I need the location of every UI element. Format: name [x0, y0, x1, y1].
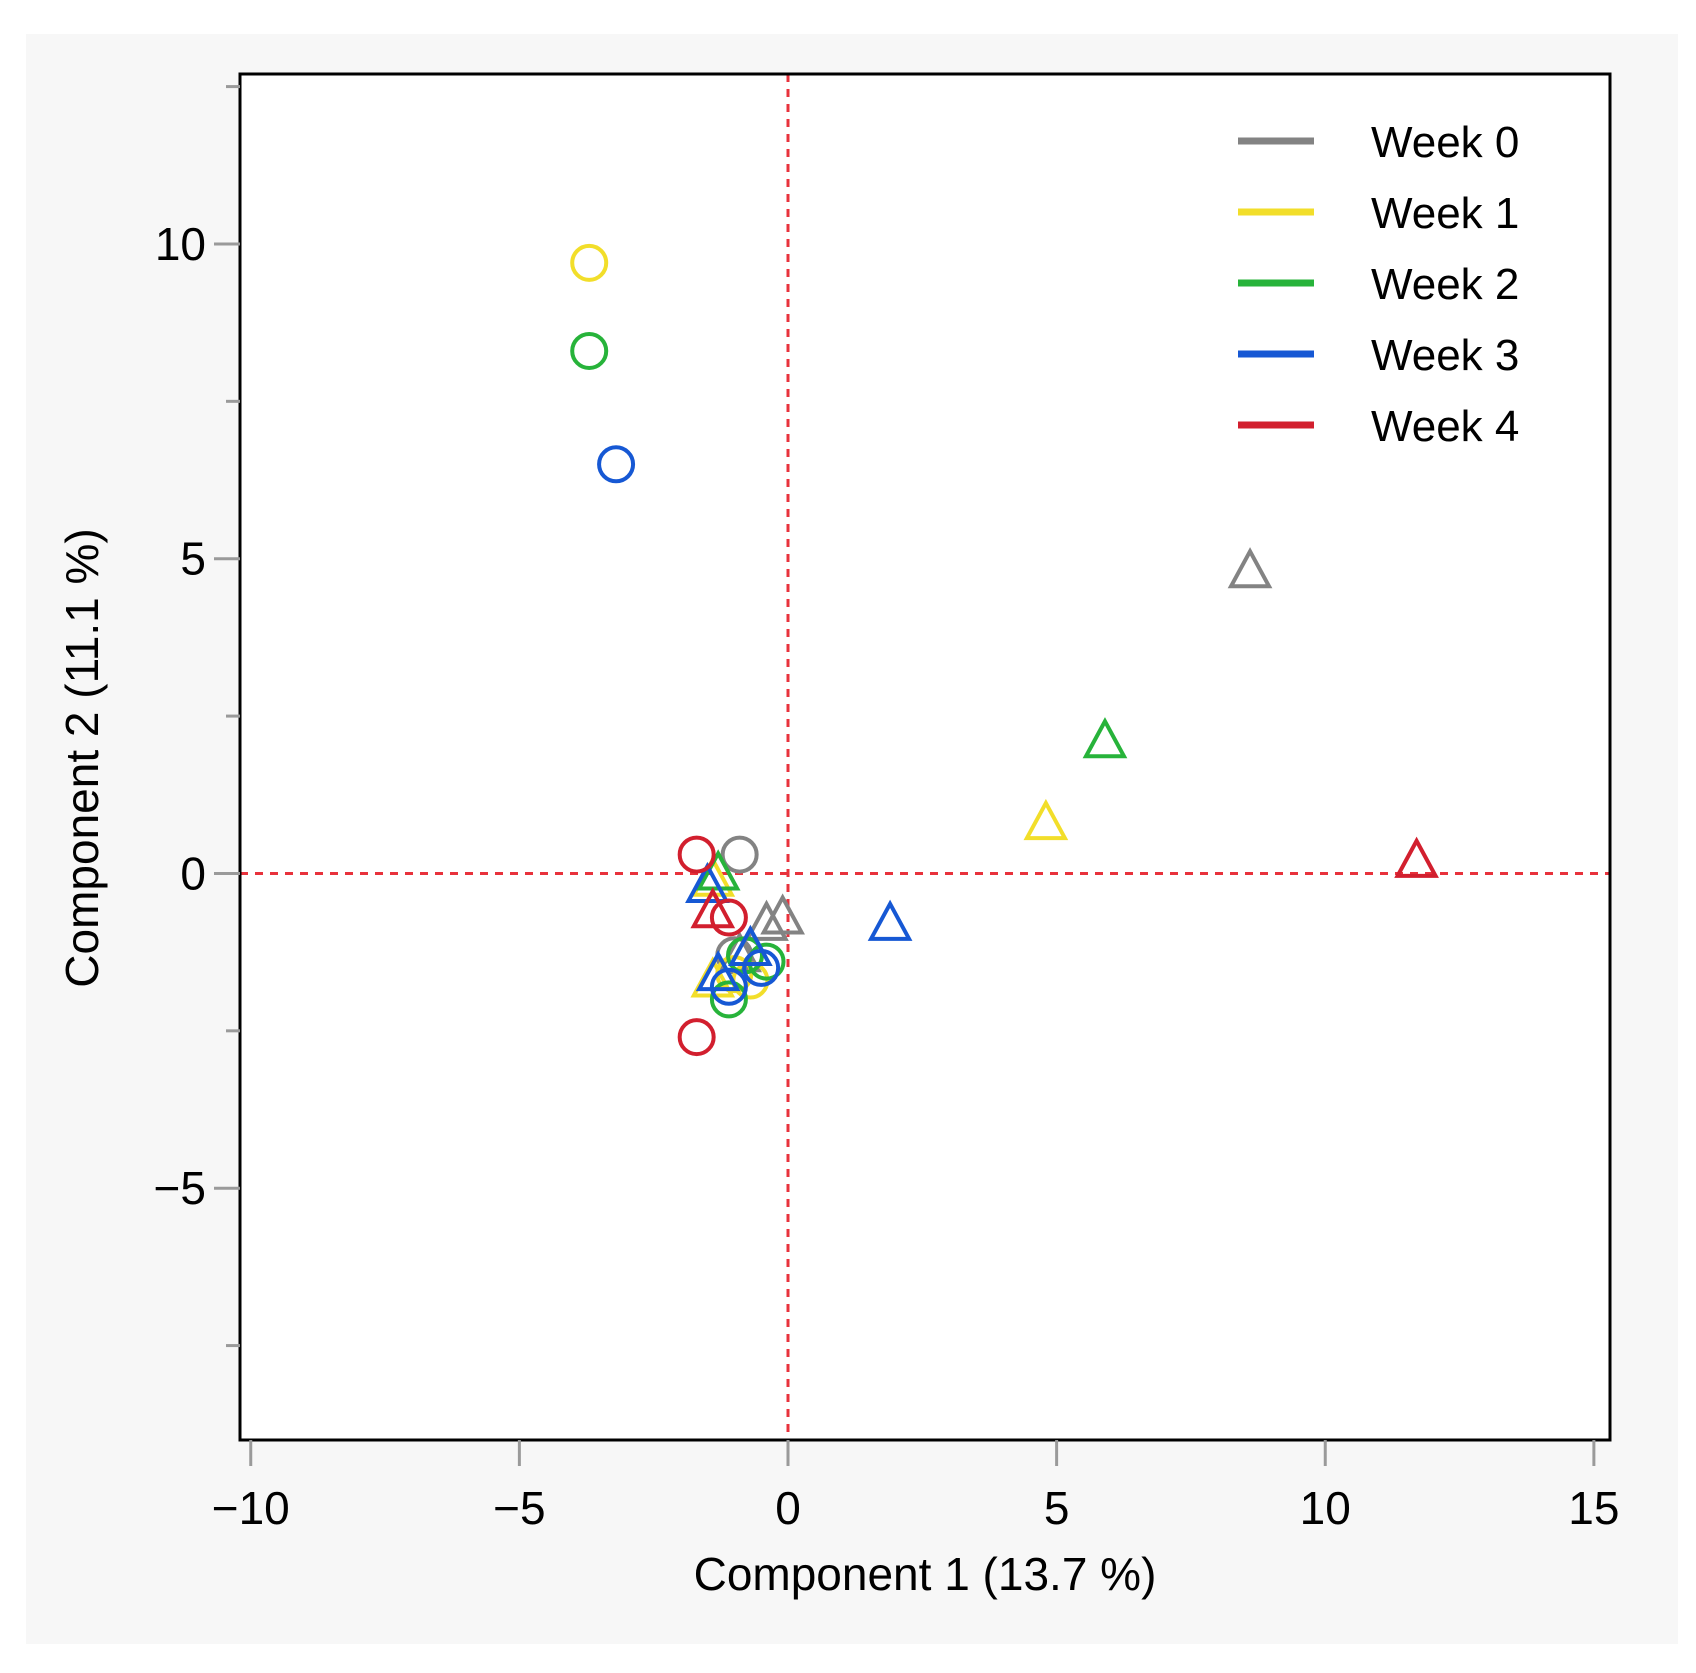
legend: Week 0 Week 1 Week 2 Week 3 Week 4: [1238, 118, 1519, 451]
data-point-triangle-week-2: [1082, 717, 1128, 759]
data-point-circle-week-1: [570, 243, 609, 282]
x-axis: −10 −5 0 5 10 15: [212, 1440, 1619, 1534]
legend-label-week-0: Week 0: [1371, 118, 1519, 167]
data-point-triangle-week-0: [744, 899, 789, 941]
data-point-circle-week-0: [720, 835, 759, 874]
y-tick-label: 5: [180, 533, 206, 585]
x-tick-label: −5: [493, 1482, 545, 1534]
legend-label-week-3: Week 3: [1371, 331, 1519, 380]
legend-label-week-1: Week 1: [1371, 189, 1519, 238]
data-point-triangle-week-0: [1227, 547, 1273, 589]
y-tick-label: 0: [180, 847, 206, 899]
data-point-circle-week-2: [747, 942, 786, 981]
data-point-circle-week-3: [709, 967, 748, 1006]
x-tick-label: 10: [1300, 1482, 1351, 1534]
y-axis: −5 0 5 10: [154, 85, 240, 1348]
data-point-triangle-week-3: [728, 924, 773, 966]
reference-lines: [240, 74, 1610, 1440]
plot-area: [240, 74, 1610, 1440]
y-tick-label: 10: [155, 218, 206, 270]
x-tick-label: 15: [1568, 1482, 1619, 1534]
x-axis-label: Component 1 (13.7 %): [694, 1548, 1157, 1600]
y-axis-label: Component 2 (11.1 %): [56, 528, 108, 987]
x-tick-label: 5: [1044, 1482, 1070, 1534]
x-tick-label: 0: [775, 1482, 801, 1534]
data-point-triangle-week-4: [1394, 836, 1439, 878]
x-tick-label: −10: [212, 1482, 290, 1534]
data-points: [570, 243, 1439, 1057]
plot-frame: [238, 72, 1612, 1442]
data-point-circle-week-3: [597, 445, 636, 484]
data-point-triangle-week-1: [1023, 798, 1069, 841]
data-point-triangle-week-3: [867, 899, 913, 941]
data-point-circle-week-2: [709, 980, 748, 1019]
y-tick-label: −5: [154, 1162, 206, 1214]
legend-label-week-4: Week 4: [1371, 402, 1519, 451]
data-point-triangle-week-4: [690, 887, 736, 929]
data-point-circle-week-2: [570, 331, 609, 370]
data-point-circle-week-4: [677, 1018, 716, 1057]
data-point-circle-week-4: [709, 898, 748, 937]
data-point-triangle-week-3: [695, 949, 741, 992]
legend-label-week-2: Week 2: [1371, 260, 1519, 309]
data-point-circle-week-4: [677, 835, 716, 874]
